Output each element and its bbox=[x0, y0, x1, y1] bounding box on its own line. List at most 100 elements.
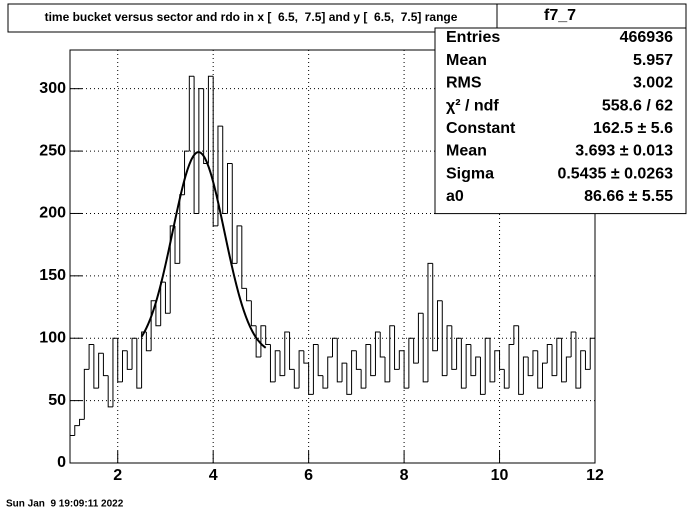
histogram-bin bbox=[289, 331, 295, 370]
histogram-bin bbox=[150, 300, 156, 351]
histogram-bin bbox=[265, 325, 271, 345]
stats-label: RMS bbox=[446, 75, 482, 92]
x-tick-label: 4 bbox=[209, 467, 218, 484]
histogram-bin bbox=[351, 350, 357, 395]
stats-value: 3.693 ± 0.013 bbox=[575, 143, 673, 160]
y-tick-label: 250 bbox=[39, 142, 66, 159]
y-tick-label: 0 bbox=[57, 454, 66, 471]
x-tick-label: 6 bbox=[304, 467, 313, 484]
histogram-bin bbox=[408, 337, 414, 389]
histogram-bin bbox=[374, 331, 381, 376]
histogram-bin bbox=[441, 300, 448, 377]
histogram-bin bbox=[589, 337, 595, 370]
histogram-bin bbox=[365, 343, 371, 389]
stats-value: 5.957 bbox=[633, 52, 673, 69]
histogram-bin bbox=[446, 325, 452, 376]
histogram-bin bbox=[570, 331, 576, 357]
histogram-bin bbox=[207, 75, 214, 164]
histogram-bin bbox=[188, 75, 195, 152]
histogram-bin bbox=[69, 435, 75, 463]
title-box bbox=[7, 3, 501, 33]
histogram-bin bbox=[389, 325, 395, 382]
histogram-bin bbox=[112, 337, 118, 407]
histogram-bin bbox=[327, 356, 333, 389]
histogram-bin bbox=[322, 375, 328, 389]
histogram-bin bbox=[508, 343, 514, 389]
histogram-bin bbox=[222, 126, 228, 214]
histogram-bin bbox=[551, 344, 557, 377]
histogram-bin bbox=[413, 338, 419, 364]
histogram-bin bbox=[565, 356, 572, 382]
histogram-bin bbox=[308, 363, 314, 395]
histogram-bin bbox=[584, 350, 591, 370]
stats-label: Mean bbox=[446, 52, 487, 69]
stats-label: χ² / ndf bbox=[446, 97, 499, 114]
histogram-bin bbox=[98, 352, 104, 389]
stats-value: 3.002 bbox=[633, 75, 673, 92]
histogram-bin bbox=[494, 350, 500, 382]
stats-title-box bbox=[496, 3, 687, 29]
histogram-bin bbox=[456, 337, 462, 370]
y-tick-label: 300 bbox=[39, 80, 66, 97]
histogram-bin bbox=[198, 88, 204, 214]
histogram-bin bbox=[164, 282, 171, 314]
stats-label: Sigma bbox=[446, 165, 494, 182]
histogram-bin bbox=[561, 338, 567, 383]
histogram-bin bbox=[274, 350, 280, 382]
histogram-bin bbox=[398, 350, 405, 370]
x-tick-label: 10 bbox=[491, 467, 509, 484]
histogram-bin bbox=[479, 356, 486, 395]
histogram-bin bbox=[332, 337, 338, 357]
histogram-bin bbox=[394, 325, 400, 370]
histogram-bin bbox=[355, 350, 362, 370]
histogram-bin bbox=[212, 76, 218, 227]
histogram-bin bbox=[246, 288, 252, 302]
stats-label: Constant bbox=[446, 120, 516, 137]
stats-value: 86.66 ± 5.55 bbox=[584, 188, 673, 205]
histogram-bin bbox=[484, 337, 490, 395]
y-tick-label: 100 bbox=[39, 329, 66, 346]
histogram-bin bbox=[513, 325, 519, 345]
histogram-bin bbox=[269, 344, 276, 383]
histogram-bin bbox=[489, 338, 495, 383]
histogram-bin bbox=[537, 350, 543, 389]
histogram-bin bbox=[556, 337, 562, 376]
stats-value: 558.6 / 62 bbox=[602, 97, 673, 114]
y-tick-label: 200 bbox=[39, 205, 66, 222]
fit-curve bbox=[140, 151, 267, 349]
stats-label: Mean bbox=[446, 143, 487, 160]
histogram-bin bbox=[131, 337, 137, 370]
histogram-bin bbox=[88, 343, 94, 370]
histogram-bin bbox=[284, 331, 290, 376]
stats-value: 466936 bbox=[620, 29, 673, 46]
histogram-bin bbox=[465, 343, 471, 389]
histogram-bin bbox=[145, 331, 152, 352]
histogram-bin bbox=[460, 338, 467, 389]
histogram-bin bbox=[174, 225, 180, 264]
footer: Sun Jan 9 19:09:11 2022 bbox=[6, 499, 124, 510]
histogram-bin bbox=[236, 225, 242, 264]
histogram-bin bbox=[422, 313, 428, 383]
stats-label: Entries bbox=[446, 29, 500, 46]
histogram-bin bbox=[107, 375, 113, 408]
stats-box: f7_7 Entries 466936 Mean 5.957 RMS 3.002 χ² / n… bbox=[434, 3, 687, 215]
histogram-bin bbox=[122, 350, 128, 382]
chart-title: time bucket versus sector and rdo in x [… bbox=[45, 10, 458, 24]
y-tick-label: 150 bbox=[39, 267, 66, 284]
histogram-bin bbox=[384, 356, 390, 383]
histogram-bin bbox=[470, 344, 476, 377]
histogram-bin bbox=[403, 350, 409, 389]
histogram-bin bbox=[346, 363, 352, 395]
histogram-bin bbox=[193, 76, 199, 214]
histogram-bin bbox=[83, 368, 90, 420]
histogram-bin bbox=[155, 300, 161, 327]
histogram-bin bbox=[542, 362, 548, 389]
y-tick-label: 50 bbox=[48, 392, 66, 409]
histogram-bin bbox=[217, 125, 223, 226]
histogram-bin bbox=[279, 350, 285, 377]
x-tick-label: 12 bbox=[586, 467, 604, 484]
stats-body bbox=[434, 27, 687, 215]
histogram-bin bbox=[432, 263, 438, 352]
histogram-bin bbox=[336, 338, 343, 383]
histogram-bin bbox=[303, 350, 309, 364]
